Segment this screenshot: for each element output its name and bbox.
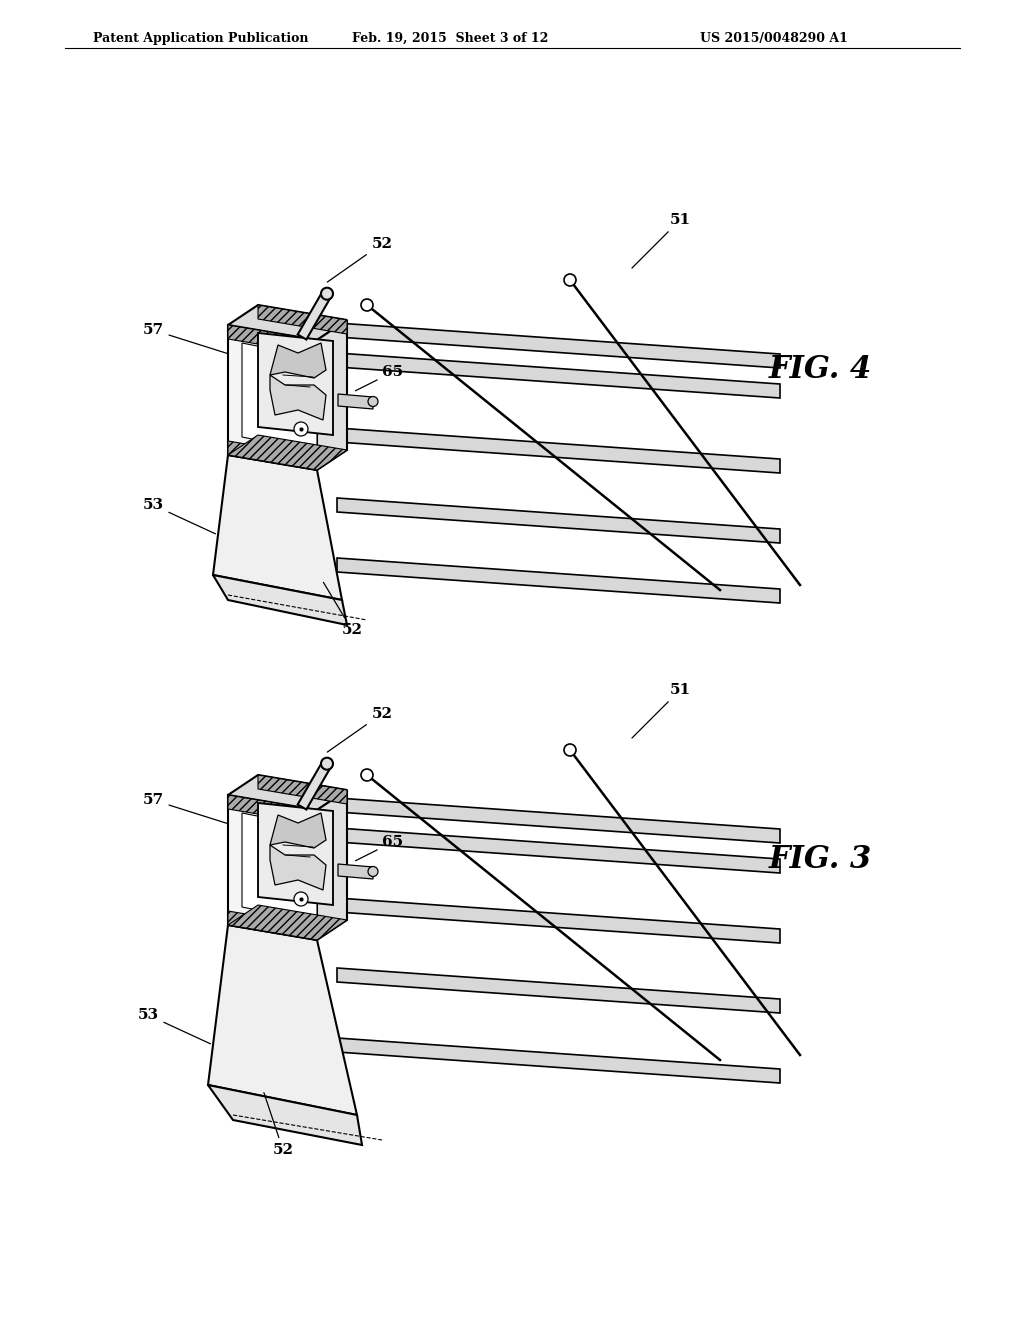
Polygon shape bbox=[317, 789, 347, 940]
Polygon shape bbox=[337, 352, 780, 399]
Polygon shape bbox=[258, 803, 333, 906]
Circle shape bbox=[564, 275, 575, 286]
Polygon shape bbox=[337, 898, 780, 942]
Circle shape bbox=[294, 422, 308, 436]
Circle shape bbox=[361, 300, 373, 312]
Polygon shape bbox=[270, 813, 326, 847]
Polygon shape bbox=[337, 968, 780, 1012]
Polygon shape bbox=[317, 319, 347, 470]
Polygon shape bbox=[298, 292, 332, 339]
Polygon shape bbox=[213, 455, 342, 601]
Text: 57: 57 bbox=[142, 793, 246, 829]
Polygon shape bbox=[337, 1038, 780, 1082]
Circle shape bbox=[368, 866, 378, 876]
Polygon shape bbox=[242, 343, 317, 451]
Polygon shape bbox=[270, 343, 326, 378]
Polygon shape bbox=[228, 775, 347, 810]
Polygon shape bbox=[270, 845, 326, 890]
Circle shape bbox=[361, 770, 373, 781]
Text: 65: 65 bbox=[355, 366, 403, 391]
Circle shape bbox=[564, 744, 575, 756]
Polygon shape bbox=[228, 795, 317, 824]
Polygon shape bbox=[213, 576, 347, 624]
Polygon shape bbox=[228, 906, 347, 940]
Polygon shape bbox=[337, 558, 780, 603]
Text: 53: 53 bbox=[137, 1008, 211, 1044]
Polygon shape bbox=[337, 428, 780, 473]
Text: 57: 57 bbox=[142, 323, 246, 359]
Text: 51: 51 bbox=[632, 213, 690, 268]
Polygon shape bbox=[337, 323, 780, 368]
Polygon shape bbox=[338, 393, 373, 409]
Polygon shape bbox=[298, 762, 332, 809]
Circle shape bbox=[321, 758, 333, 770]
Text: Patent Application Publication: Patent Application Publication bbox=[93, 32, 308, 45]
Polygon shape bbox=[337, 799, 780, 843]
Text: 51: 51 bbox=[632, 682, 690, 738]
Polygon shape bbox=[228, 795, 317, 940]
Polygon shape bbox=[337, 828, 780, 873]
Text: 52: 52 bbox=[324, 582, 362, 638]
Circle shape bbox=[368, 396, 378, 407]
Polygon shape bbox=[228, 325, 317, 470]
Text: 52: 52 bbox=[328, 706, 392, 752]
Circle shape bbox=[294, 892, 308, 906]
Text: FIG. 3: FIG. 3 bbox=[768, 845, 871, 875]
Circle shape bbox=[321, 288, 333, 300]
Polygon shape bbox=[242, 813, 317, 921]
Polygon shape bbox=[338, 865, 373, 879]
Polygon shape bbox=[258, 775, 347, 804]
Polygon shape bbox=[208, 1085, 362, 1144]
Polygon shape bbox=[228, 441, 317, 470]
Text: 52: 52 bbox=[328, 236, 392, 282]
Text: FIG. 4: FIG. 4 bbox=[768, 355, 871, 385]
Text: US 2015/0048290 A1: US 2015/0048290 A1 bbox=[700, 32, 848, 45]
Polygon shape bbox=[270, 375, 326, 420]
Polygon shape bbox=[208, 925, 357, 1115]
Text: 65: 65 bbox=[355, 836, 403, 861]
Text: Feb. 19, 2015  Sheet 3 of 12: Feb. 19, 2015 Sheet 3 of 12 bbox=[352, 32, 549, 45]
Polygon shape bbox=[228, 911, 317, 940]
Polygon shape bbox=[337, 498, 780, 543]
Polygon shape bbox=[228, 436, 347, 470]
Polygon shape bbox=[228, 305, 347, 341]
Text: 53: 53 bbox=[142, 498, 215, 533]
Polygon shape bbox=[258, 305, 347, 334]
Text: 52: 52 bbox=[264, 1093, 294, 1158]
Polygon shape bbox=[228, 325, 317, 354]
Polygon shape bbox=[258, 333, 333, 436]
